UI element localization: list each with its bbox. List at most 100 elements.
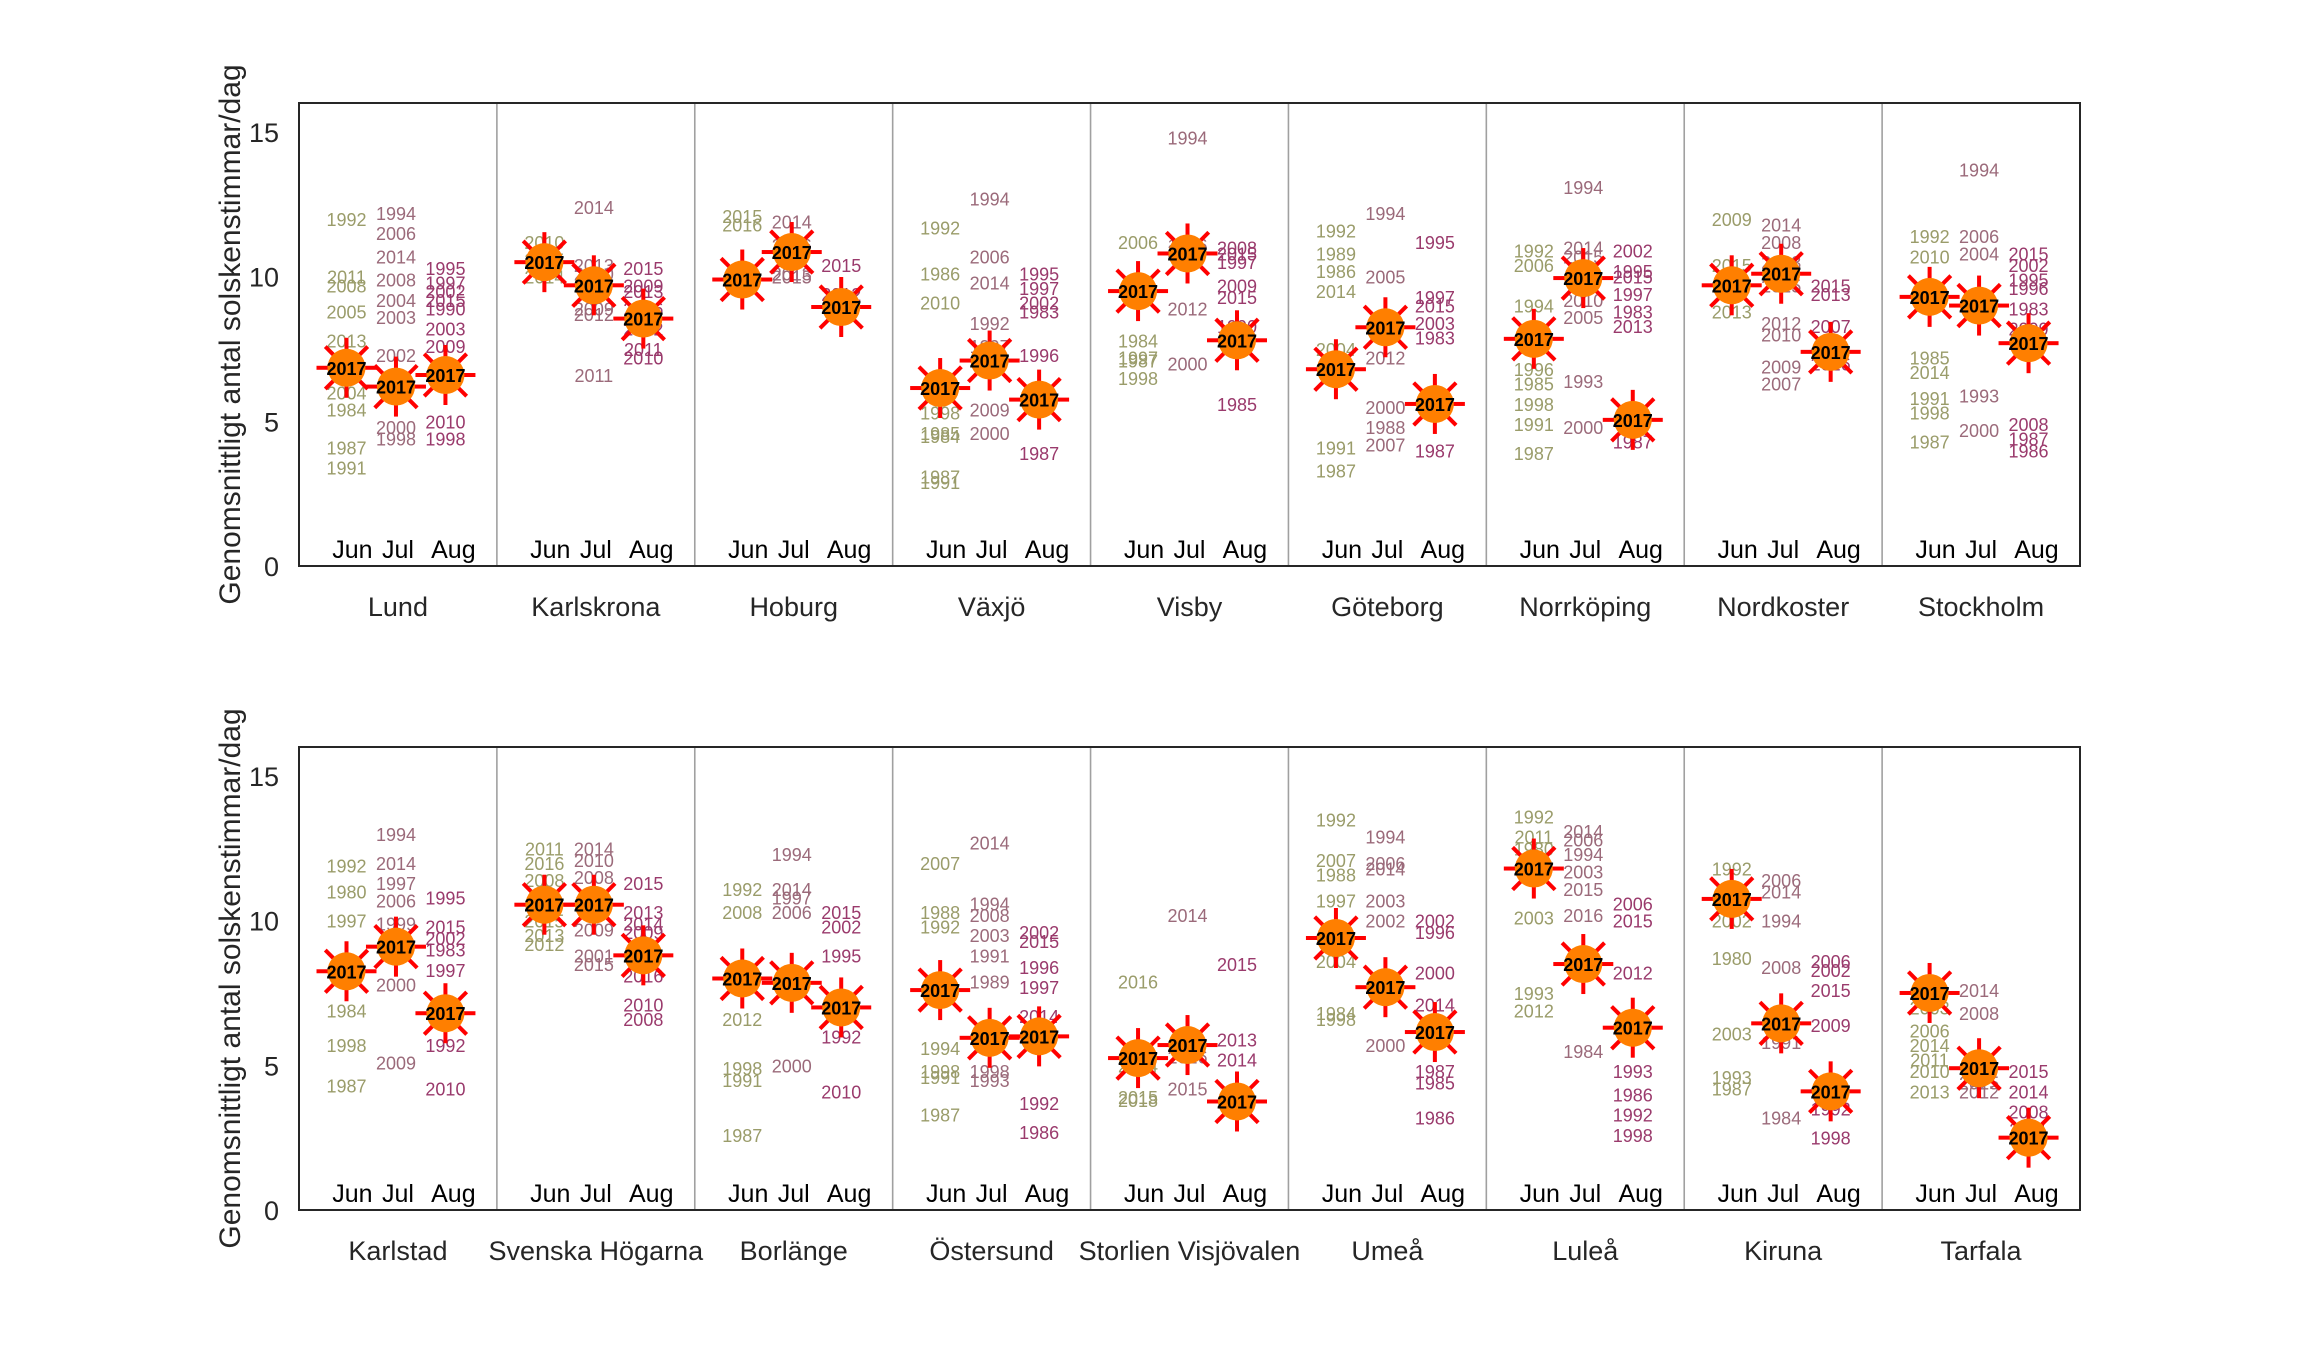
month-label: Jul	[778, 1180, 810, 1208]
sun-ray	[1446, 415, 1458, 427]
sun-ray	[1511, 845, 1523, 858]
year-label: 1998	[920, 1062, 960, 1082]
highlight-year-label: 2017	[1563, 269, 1603, 289]
sun-marker-2017: 2017	[1701, 255, 1762, 316]
year-label: 1984	[920, 427, 960, 447]
sun-marker-2017: 2017	[1949, 275, 2010, 336]
sun-ray	[1644, 431, 1656, 443]
year-label: 2006	[772, 903, 812, 923]
sun-marker-2017: 2017	[514, 232, 575, 293]
year-label: 1995	[425, 888, 465, 908]
year-label: 2011	[1910, 1051, 1949, 1071]
highlight-year-label: 2017	[574, 276, 614, 296]
sun-ray	[422, 386, 435, 398]
year-label: 2003	[1365, 891, 1405, 911]
year-label: 2012	[1514, 1001, 1554, 1021]
sun-ray	[1446, 1043, 1458, 1055]
sun-disc	[2009, 1118, 2048, 1157]
year-label: 1992	[1514, 807, 1554, 827]
year-label: 1994	[1563, 178, 1603, 198]
year-label: 1987	[1712, 1079, 1752, 1099]
station-label: Norrköping	[1519, 592, 1651, 622]
year-label: 1998	[1811, 1129, 1851, 1149]
year-label: 2011	[1514, 828, 1553, 848]
year-label: 1997	[1019, 978, 1059, 998]
sun-ray	[1164, 1022, 1177, 1034]
month-label: Aug	[431, 536, 475, 564]
sun-marker-2017: 2017	[563, 874, 624, 935]
sun-ray	[407, 397, 419, 410]
sun-ray	[1446, 381, 1458, 393]
year-label: 2013	[1217, 1030, 1257, 1050]
year-label: 2010	[821, 1082, 861, 1102]
highlight-year-label: 2017	[2009, 1129, 2049, 1149]
sun-marker-2017: 2017	[514, 874, 575, 935]
month-label: Aug	[827, 536, 871, 564]
sun-ray	[1990, 1045, 2002, 1057]
sun-ray	[605, 882, 617, 894]
highlight-year-label: 2017	[524, 253, 564, 273]
highlight-year-label: 2017	[1365, 978, 1405, 998]
sun-ray	[1248, 1078, 1260, 1091]
sun-ray	[1511, 350, 1523, 362]
y-tick-label: 0	[264, 552, 279, 582]
year-label: 2008	[2009, 415, 2049, 435]
y-tick-label: 15	[249, 762, 279, 792]
sun-ray	[753, 989, 765, 1002]
sun-disc	[970, 341, 1009, 380]
month-label: Aug	[1421, 1180, 1465, 1208]
sun-marker-2017: 2017	[365, 916, 426, 977]
sun-ray	[1644, 397, 1656, 409]
station-panel-umeå: UmeåJunJulAug199220071988199720041984199…	[1305, 810, 1465, 1266]
highlight-year-label: 2017	[1959, 1059, 1999, 1079]
highlight-year-label: 2017	[376, 938, 416, 958]
y-axis-label: Genomsnittligt antal solskenstimmar/dag	[214, 64, 247, 604]
month-label: Aug	[1816, 536, 1860, 564]
year-label: 2007	[1316, 851, 1356, 871]
sun-ray	[1347, 949, 1359, 961]
year-label: 2015	[821, 903, 861, 923]
sun-disc	[1613, 400, 1652, 439]
sun-disc	[1811, 332, 1850, 371]
station-panel-växjö: VäxjöJunJulAug19921986201019981985198419…	[910, 189, 1069, 622]
sun-ray	[1214, 351, 1226, 363]
sun-ray	[1956, 316, 1968, 329]
sun-disc	[1613, 1008, 1652, 1047]
year-label: 1997	[1217, 253, 1257, 273]
sun-ray	[1560, 941, 1572, 953]
year-label: 1988	[1316, 865, 1356, 885]
sun-marker-2017: 2017	[1108, 1028, 1169, 1089]
sun-ray	[917, 365, 929, 377]
sun-ray	[422, 990, 435, 1002]
sun-ray	[1610, 431, 1622, 443]
year-label: 1987	[1316, 462, 1356, 482]
year-label: 1987	[722, 1126, 762, 1146]
sun-ray	[2005, 320, 2018, 332]
sun-disc	[1217, 321, 1256, 360]
highlight-year-label: 2017	[1761, 1014, 1801, 1034]
sun-ray	[1412, 381, 1424, 393]
sun-marker-2017: 2017	[415, 345, 476, 406]
sun-disc	[1366, 308, 1405, 347]
month-label: Aug	[1025, 1180, 1069, 1208]
year-label: 2002	[1613, 242, 1653, 262]
station-label: Östersund	[929, 1236, 1054, 1266]
year-label: 2002	[2009, 256, 2049, 276]
sun-disc	[1811, 1072, 1850, 1111]
sun-ray	[1743, 262, 1755, 274]
sun-disc	[1762, 1004, 1801, 1043]
month-label: Jul	[1174, 1180, 1206, 1208]
sun-ray	[1016, 1013, 1028, 1026]
station-label: Göteborg	[1331, 592, 1444, 622]
year-label: 2002	[425, 929, 465, 949]
sun-disc	[1168, 1026, 1207, 1065]
year-label: 1984	[326, 401, 366, 421]
sun-ray	[357, 345, 370, 357]
sun-ray	[967, 1015, 979, 1027]
sun-disc	[921, 971, 960, 1010]
station-panel-karlskrona: KarlskronaJunJulAug201020142015201420132…	[514, 198, 673, 622]
sun-ray	[1115, 1069, 1127, 1081]
highlight-year-label: 2017	[1118, 1049, 1158, 1069]
sun-marker-2017: 2017	[959, 330, 1020, 391]
